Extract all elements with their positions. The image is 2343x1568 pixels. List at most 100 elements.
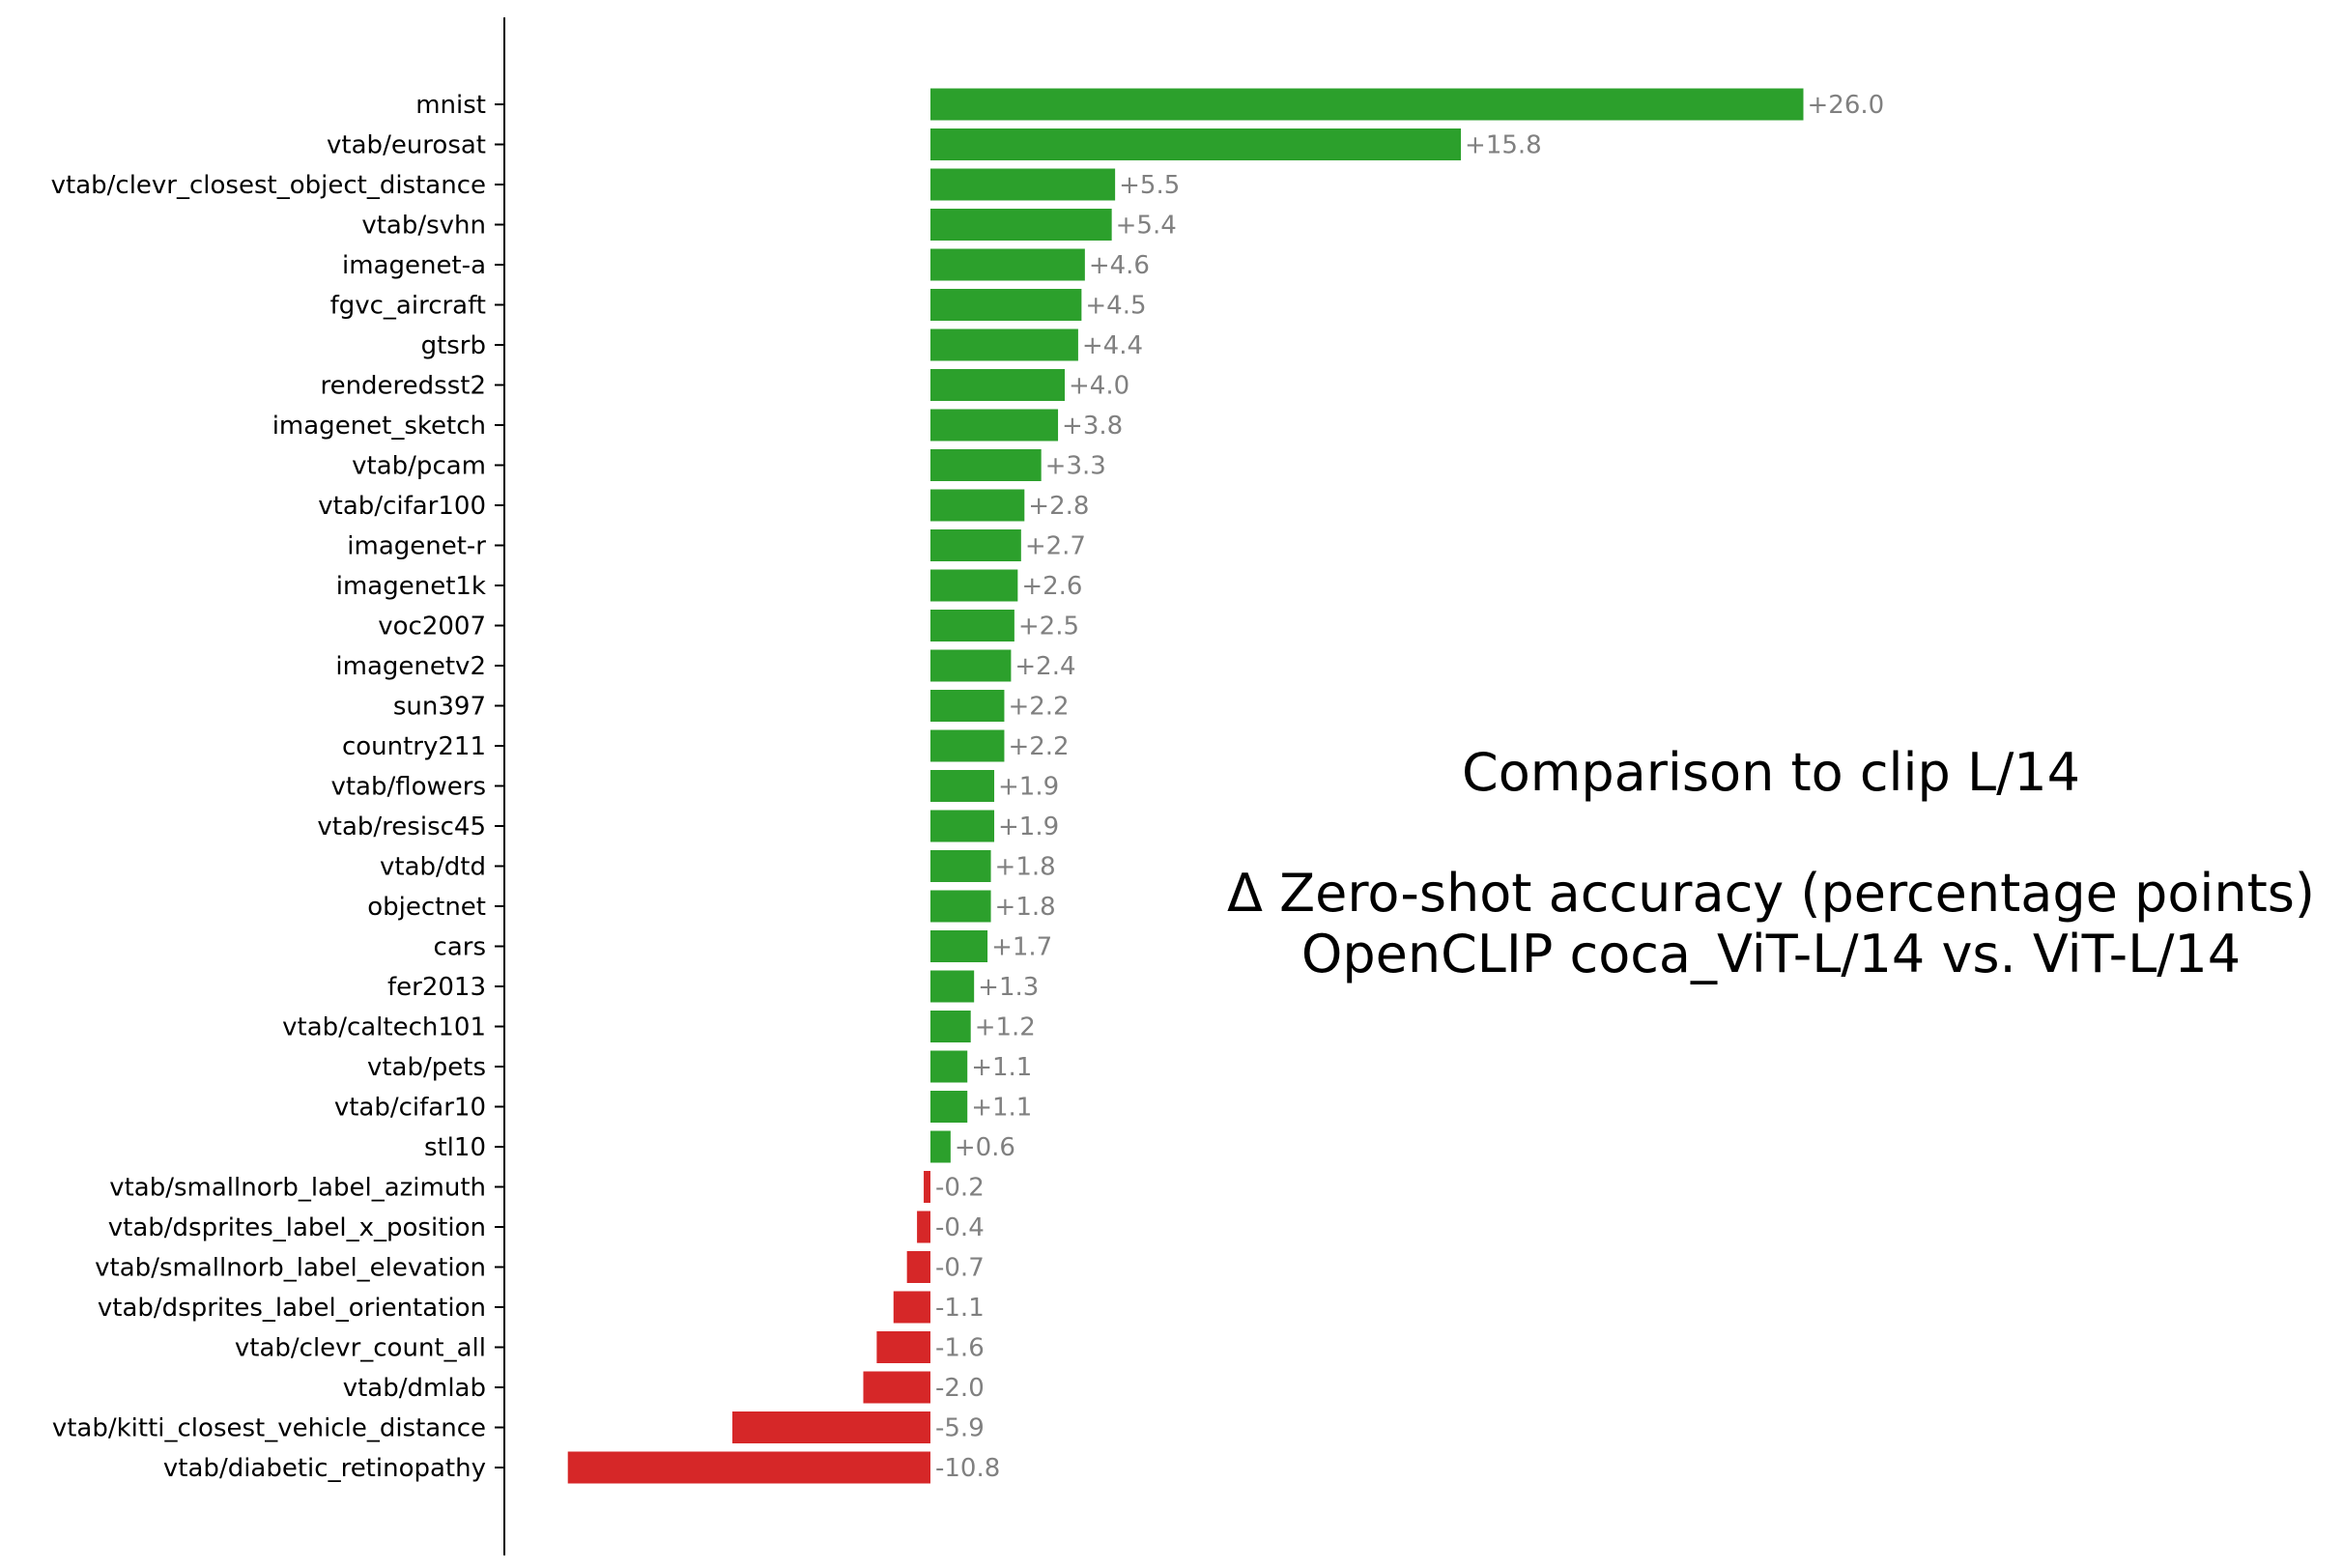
value-label-6: +4.4 [1082,331,1143,360]
bars-group [567,88,1804,1484]
category-label-0: mnist [415,91,486,120]
category-label-32: vtab/dmlab [343,1374,486,1403]
value-label-19: +1.8 [995,853,1056,882]
category-label-5: fgvc_aircraft [330,292,486,321]
value-label-2: +5.5 [1119,171,1180,200]
bar-1 [930,128,1462,160]
bar-16 [930,729,1005,762]
category-label-6: gtsrb [421,331,486,360]
bar-21 [930,930,988,962]
value-label-1: +15.8 [1465,131,1542,160]
value-label-27: -0.2 [935,1174,985,1203]
value-label-34: -10.8 [935,1454,1000,1483]
value-label-12: +2.6 [1021,572,1082,601]
category-label-11: imagenet-r [347,532,486,561]
bar-10 [930,489,1025,522]
category-label-28: vtab/dsprites_label_x_position [108,1213,486,1242]
bar-33 [731,1411,930,1443]
bar-0 [930,88,1804,121]
bar-29 [906,1251,930,1283]
bar-20 [930,890,991,923]
bar-4 [930,248,1085,281]
value-label-13: +2.5 [1018,613,1079,641]
category-label-21: cars [434,933,486,962]
category-label-26: stl10 [424,1133,486,1162]
category-label-27: vtab/smallnorb_label_azimuth [109,1174,486,1203]
value-label-3: +5.4 [1116,212,1177,241]
category-label-2: vtab/clevr_closest_object_distance [51,171,486,200]
category-label-23: vtab/caltech101 [282,1013,486,1042]
bar-9 [930,449,1042,481]
value-label-14: +2.4 [1014,652,1075,681]
value-label-7: +4.0 [1069,372,1129,401]
chart-subtitle-line-2: OpenCLIP coca_ViT-L/14 vs. ViT-L/14 [1301,924,2241,984]
category-label-33: vtab/kitti_closest_vehicle_distance [52,1414,486,1443]
value-label-18: +1.9 [998,813,1059,841]
category-label-15: sun397 [393,693,486,722]
chart-title: Comparison to clip L/14 [1462,742,2080,803]
category-label-3: vtab/svhn [361,212,486,241]
bar-24 [930,1050,968,1083]
bar-17 [930,770,995,802]
value-label-33: -5.9 [935,1414,985,1443]
value-labels: +26.0 +15.8 +5.5 +5.4 +4.6 +4.5 +4.4 +4.0 +3.8 +3… [935,91,1884,1483]
category-label-14: imagenetv2 [335,652,486,681]
category-label-24: vtab/pets [367,1053,486,1082]
category-label-7: renderedsst2 [320,372,486,401]
chart-annotation: Comparison to clip L/14 Δ Zero-shot accu… [1227,742,2315,984]
bar-34 [567,1451,930,1484]
category-label-12: imagenet1k [336,572,486,601]
bar-2 [930,168,1116,201]
bar-22 [930,970,975,1003]
category-label-30: vtab/dsprites_label_orientation [98,1294,486,1323]
category-label-4: imagenet-a [342,251,486,280]
bar-28 [917,1211,930,1243]
value-label-15: +2.2 [1008,693,1069,722]
value-label-26: +0.6 [955,1133,1015,1162]
category-label-16: country211 [342,732,486,761]
category-label-19: vtab/dtd [380,853,486,882]
value-label-10: +2.8 [1028,492,1089,521]
value-label-24: +1.1 [971,1053,1032,1082]
value-label-16: +2.2 [1008,732,1069,761]
value-label-22: +1.3 [978,973,1039,1002]
bar-7 [930,369,1065,401]
bar-13 [930,610,1014,641]
category-label-8: imagenet_sketch [272,412,486,441]
category-label-17: vtab/flowers [330,773,486,802]
value-label-21: +1.7 [991,933,1052,962]
bar-23 [930,1011,971,1042]
category-label-1: vtab/eurosat [327,131,486,160]
bar-15 [930,690,1005,722]
bar-19 [930,850,991,882]
category-label-9: vtab/pcam [352,452,486,481]
bar-31 [876,1331,930,1363]
value-label-25: +1.1 [971,1094,1032,1123]
chart-subtitle-line-1: Δ Zero-shot accuracy (percentage points) [1227,863,2315,924]
bar-32 [863,1371,930,1404]
value-label-20: +1.8 [995,893,1056,922]
bar-6 [930,328,1078,361]
bar-27 [924,1171,930,1203]
value-label-8: +3.8 [1062,412,1123,441]
value-label-31: -1.6 [935,1334,985,1363]
category-label-20: objectnet [367,893,486,922]
value-label-23: +1.2 [975,1013,1036,1042]
category-label-22: fer2013 [387,973,486,1002]
bar-30 [893,1291,930,1324]
bar-14 [930,649,1012,682]
value-label-5: +4.5 [1085,292,1146,321]
value-label-32: -2.0 [935,1374,985,1403]
value-label-9: +3.3 [1045,452,1106,481]
bar-3 [930,209,1112,241]
bar-5 [930,289,1082,321]
bar-26 [930,1130,951,1163]
category-label-13: voc2007 [378,613,486,641]
value-label-11: +2.7 [1025,532,1086,561]
value-label-0: +26.0 [1808,91,1885,120]
bar-11 [930,529,1021,561]
value-label-4: +4.6 [1089,251,1150,280]
bar-8 [930,409,1059,442]
category-label-31: vtab/clevr_count_all [235,1334,486,1363]
